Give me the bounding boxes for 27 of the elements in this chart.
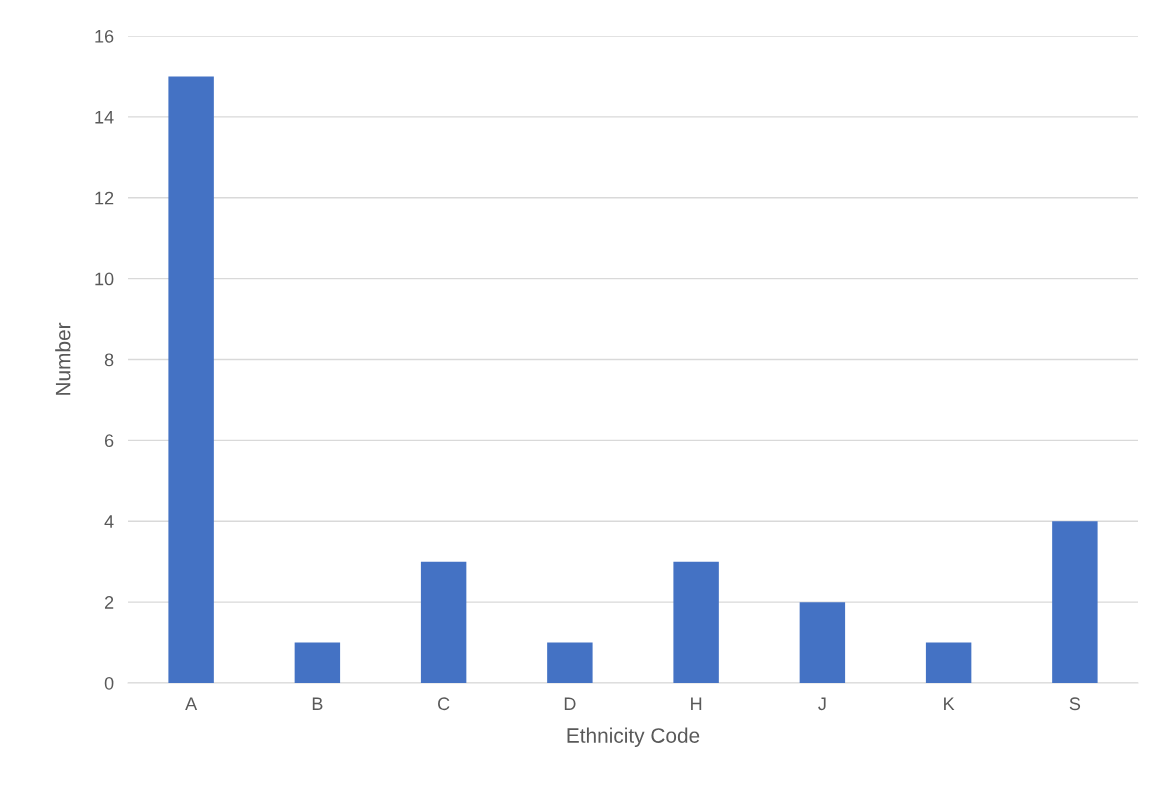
bar: [168, 76, 214, 683]
y-tick-label: 10: [95, 272, 114, 286]
x-tick-label: J: [818, 697, 826, 711]
bar: [547, 642, 593, 683]
y-tick-label: 16: [95, 29, 114, 43]
x-tick-label: H: [691, 697, 702, 710]
y-axis-title: Number: [55, 322, 71, 395]
bar: [673, 561, 719, 683]
x-tick-label: D: [564, 697, 576, 710]
y-tick-label: 12: [95, 191, 114, 205]
bar: [799, 602, 846, 683]
y-tick-label: 4: [104, 515, 114, 528]
y-tick-label: 6: [104, 434, 114, 448]
bar: [925, 642, 972, 683]
y-tick-label: 0: [104, 676, 114, 690]
x-axis-title: Ethnicity Code: [567, 727, 700, 748]
bar: [294, 642, 341, 683]
y-tick-label: 2: [104, 596, 114, 609]
bar: [420, 561, 467, 683]
y-tick-label: 8: [104, 353, 114, 367]
x-tick-label: K: [944, 697, 955, 710]
x-tick-label: C: [438, 697, 450, 711]
x-tick-label: S: [1069, 697, 1081, 711]
x-tick-label: B: [312, 697, 323, 710]
y-tick-label: 14: [95, 111, 114, 124]
bar: [1052, 521, 1098, 683]
x-tick-label: A: [185, 697, 198, 710]
